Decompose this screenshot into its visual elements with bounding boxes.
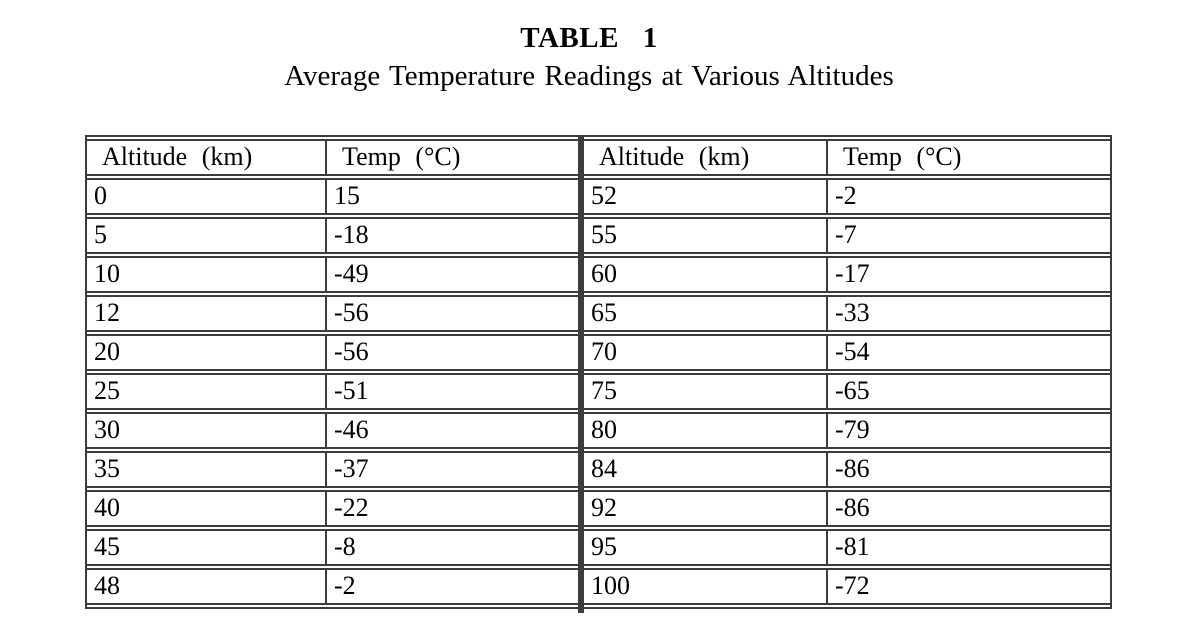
altitude-cell: 55 [584, 217, 828, 254]
table-right-half: Altitude (km) Temp (°C) 52 -2 55 -7 60 -17 … [584, 137, 1110, 607]
altitude-cell: 84 [584, 451, 828, 488]
table-row: 95 -81 [584, 529, 1110, 566]
temp-cell: -17 [828, 256, 1110, 293]
header-altitude: Altitude (km) [87, 139, 327, 176]
temp-cell: 15 [327, 178, 578, 215]
altitude-cell: 75 [584, 373, 828, 410]
altitude-cell: 30 [87, 412, 327, 449]
altitude-cell: 0 [87, 178, 327, 215]
temp-cell: -65 [828, 373, 1110, 410]
header-altitude: Altitude (km) [584, 139, 828, 176]
table-title: TABLE 1 [520, 22, 658, 54]
altitude-cell: 35 [87, 451, 327, 488]
altitude-cell: 95 [584, 529, 828, 566]
temp-cell: -46 [327, 412, 578, 449]
altitude-cell: 48 [87, 568, 327, 605]
table-row: 55 -7 [584, 217, 1110, 254]
altitude-cell: 100 [584, 568, 828, 605]
table-row: 5 -18 [87, 217, 578, 254]
table-row: 35 -37 [87, 451, 578, 488]
temp-cell: -81 [828, 529, 1110, 566]
temp-cell: -72 [828, 568, 1110, 605]
table-left-half: Altitude (km) Temp (°C) 0 15 5 -18 10 -49 1… [87, 137, 578, 607]
table-row: 25 -51 [87, 373, 578, 410]
temp-cell: -86 [828, 490, 1110, 527]
temp-cell: -7 [828, 217, 1110, 254]
temp-cell: -18 [327, 217, 578, 254]
temp-cell: -37 [327, 451, 578, 488]
header-temp: Temp (°C) [327, 139, 578, 176]
temp-cell: -56 [327, 295, 578, 332]
altitude-cell: 80 [584, 412, 828, 449]
altitude-cell: 52 [584, 178, 828, 215]
temp-cell: -8 [327, 529, 578, 566]
table-row: 20 -56 [87, 334, 578, 371]
table-row: 70 -54 [584, 334, 1110, 371]
temp-cell: -2 [327, 568, 578, 605]
altitude-cell: 92 [584, 490, 828, 527]
temp-cell: -49 [327, 256, 578, 293]
table-middle-divider [578, 137, 584, 613]
table-row: 10 -49 [87, 256, 578, 293]
table-row: 12 -56 [87, 295, 578, 332]
table-row: 75 -65 [584, 373, 1110, 410]
table-row: 40 -22 [87, 490, 578, 527]
temp-cell: -33 [828, 295, 1110, 332]
altitude-cell: 60 [584, 256, 828, 293]
temp-cell: -54 [828, 334, 1110, 371]
table-header-row: Altitude (km) Temp (°C) [87, 139, 578, 176]
table-row: 0 15 [87, 178, 578, 215]
temp-cell: -2 [828, 178, 1110, 215]
temp-cell: -51 [327, 373, 578, 410]
altitude-cell: 10 [87, 256, 327, 293]
title-block: TABLE 1 Average Temperature Readings at … [0, 22, 1178, 92]
table-row: 48 -2 [87, 568, 578, 605]
table-subtitle: Average Temperature Readings at Various … [284, 60, 894, 92]
temp-cell: -86 [828, 451, 1110, 488]
table-row: 80 -79 [584, 412, 1110, 449]
temp-cell: -22 [327, 490, 578, 527]
altitude-cell: 45 [87, 529, 327, 566]
temp-cell: -56 [327, 334, 578, 371]
altitude-cell: 70 [584, 334, 828, 371]
temp-cell: -79 [828, 412, 1110, 449]
altitude-temperature-table: Altitude (km) Temp (°C) 0 15 5 -18 10 -49 1… [85, 135, 1112, 613]
table-row: 60 -17 [584, 256, 1110, 293]
altitude-cell: 20 [87, 334, 327, 371]
table-header-row: Altitude (km) Temp (°C) [584, 139, 1110, 176]
altitude-cell: 12 [87, 295, 327, 332]
table-row: 45 -8 [87, 529, 578, 566]
altitude-cell: 5 [87, 217, 327, 254]
altitude-cell: 65 [584, 295, 828, 332]
table-row: 100 -72 [584, 568, 1110, 605]
table-row: 65 -33 [584, 295, 1110, 332]
altitude-cell: 25 [87, 373, 327, 410]
table-row: 52 -2 [584, 178, 1110, 215]
table-row: 84 -86 [584, 451, 1110, 488]
altitude-cell: 40 [87, 490, 327, 527]
table-row: 30 -46 [87, 412, 578, 449]
table-row: 92 -86 [584, 490, 1110, 527]
header-temp: Temp (°C) [828, 139, 1110, 176]
